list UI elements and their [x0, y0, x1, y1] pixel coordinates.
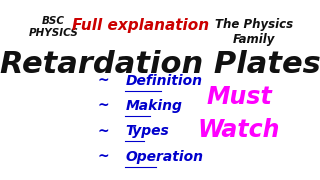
Text: Watch: Watch — [198, 118, 280, 142]
Text: Must: Must — [206, 85, 272, 109]
Text: Operation: Operation — [125, 150, 204, 164]
Text: Full explanation: Full explanation — [72, 18, 209, 33]
Text: ~: ~ — [97, 124, 109, 138]
Text: ~: ~ — [97, 150, 109, 164]
Text: The Physics
Family: The Physics Family — [215, 18, 293, 46]
Text: ~: ~ — [97, 74, 109, 88]
Text: Retardation Plates: Retardation Plates — [0, 50, 320, 79]
Text: Definition: Definition — [125, 74, 202, 88]
Text: ~: ~ — [97, 99, 109, 113]
Text: Types: Types — [125, 124, 169, 138]
Text: Making: Making — [125, 99, 182, 113]
Text: BSC
PHYSICS: BSC PHYSICS — [29, 16, 79, 38]
